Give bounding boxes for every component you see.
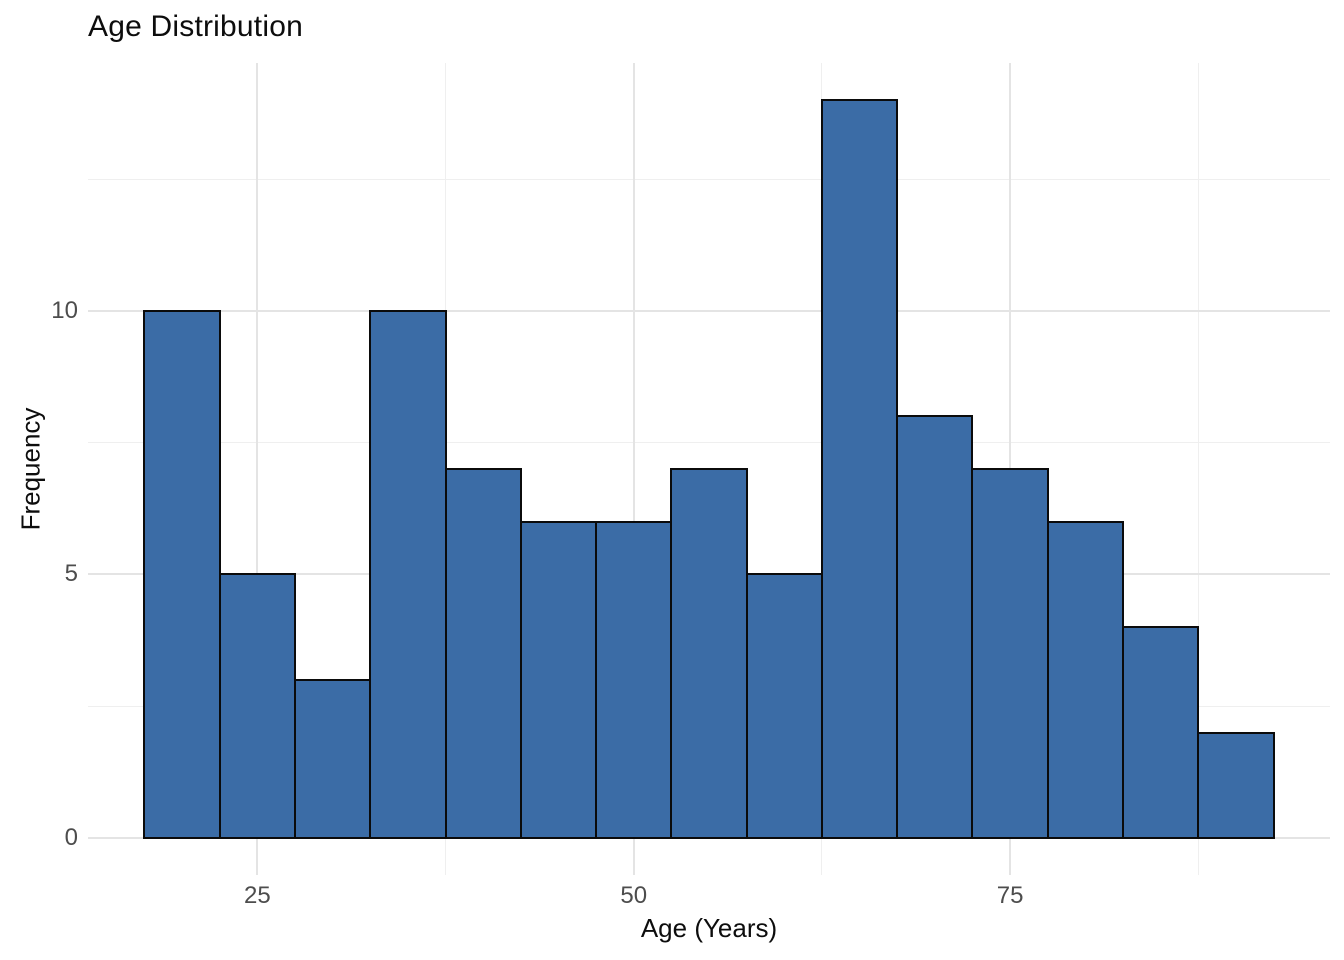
histogram-bar: [1122, 626, 1200, 840]
histogram-bar: [369, 309, 447, 840]
histogram-bar: [745, 573, 823, 840]
histogram-bar: [896, 415, 974, 840]
y-tick-label: 0: [64, 824, 78, 852]
x-axis-title: Age (Years): [640, 913, 778, 943]
y-axis-title: Frequency: [15, 407, 46, 531]
y-tick-label: 5: [64, 560, 78, 588]
gridline-y-minor: [88, 442, 1330, 444]
histogram-bar: [143, 309, 221, 840]
histogram-bar: [595, 520, 673, 840]
histogram-bar: [1197, 731, 1275, 840]
histogram-bar: [519, 520, 598, 840]
gridline-x-major: [632, 63, 635, 875]
chart-title: Age Distribution: [88, 10, 303, 43]
histogram-bar: [971, 468, 1049, 840]
x-tick-label: 25: [244, 882, 271, 909]
histogram-bar: [218, 573, 296, 840]
x-tick-label: 50: [620, 882, 648, 909]
x-tick-label: 75: [996, 882, 1024, 909]
plot-panel: [88, 63, 1330, 875]
gridline-y-minor: [88, 178, 1330, 180]
gridline-x-minor: [1197, 63, 1199, 875]
y-tick-label: 10: [51, 296, 78, 324]
histogram-bar: [1046, 520, 1124, 840]
histogram-bar: [444, 468, 522, 840]
histogram-bar: [670, 468, 748, 840]
gridline-y-major: [88, 309, 1330, 312]
histogram-bar: [820, 98, 899, 840]
gridline-x-major: [256, 63, 259, 875]
histogram-bar: [294, 678, 372, 840]
